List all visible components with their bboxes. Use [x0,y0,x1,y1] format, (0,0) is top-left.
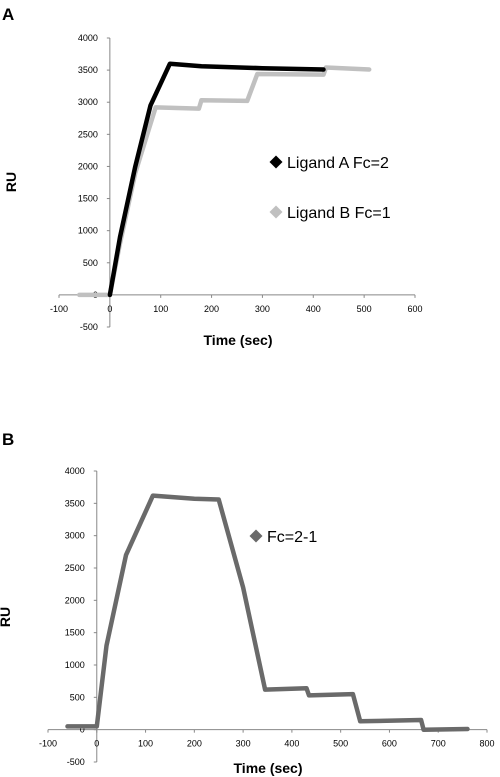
y-tick-label: 2500 [65,563,85,573]
x-tick-label: 600 [382,739,397,749]
x-tick-label: -100 [39,739,57,749]
x-tick-label: 300 [255,304,270,314]
y-tick-label: 4000 [65,466,85,476]
x-tick-label: 100 [138,739,153,749]
x-tick-label: 400 [284,739,299,749]
y-axis-title: RU [0,607,13,627]
y-tick-label: 2000 [78,161,98,171]
y-tick-label: 1500 [65,628,85,638]
x-tick-label: 700 [431,739,446,749]
x-tick-label: 300 [236,739,251,749]
y-tick-label: 3000 [65,531,85,541]
x-tick-label: 0 [107,304,112,314]
x-tick-label: 500 [357,304,372,314]
x-tick-label: 500 [333,739,348,749]
y-tick-label: 1000 [78,226,98,236]
y-tick-label: -500 [67,757,85,767]
legend-marker [269,205,283,219]
legend-label: Ligand B Fc=1 [287,205,391,222]
x-tick-label: 800 [479,739,494,749]
y-tick-label: 2500 [78,129,98,139]
y-axis-title: RU [3,172,19,192]
x-tick-label: 200 [187,739,202,749]
series-line-1 [65,493,470,732]
x-tick-label: 0 [94,739,99,749]
chart-panel-b: B40003500300025002000150010005000-500-10… [0,430,495,776]
legend-marker [269,155,283,169]
x-axis-title: Time (sec) [204,332,273,348]
y-tick-label: 3500 [65,498,85,508]
panel-label: A [2,5,14,24]
legend-marker [249,529,263,543]
series-line-1 [107,61,326,298]
y-tick-label: 500 [70,692,85,702]
series-line-2 [77,65,372,298]
y-tick-label: 4000 [78,33,98,43]
y-tick-label: 500 [83,258,98,268]
y-tick-label: 3500 [78,65,98,75]
legend-label: Fc=2-1 [267,529,317,546]
y-tick-label: 0 [80,725,85,735]
y-tick-label: 2000 [65,595,85,605]
chart-panel-a: A 4000 3500 3000 2500 2000 1500 1000 500 0 -500 -10… [2,5,423,348]
x-tick-label: 200 [204,304,219,314]
x-tick-label: 100 [153,304,168,314]
x-axis-title: Time (sec) [234,760,303,776]
x-tick-label: 400 [306,304,321,314]
x-tick-label: 600 [407,304,422,314]
y-tick-label: -500 [80,322,98,332]
y-tick-label: 1000 [65,660,85,670]
y-tick-label: 1500 [78,194,98,204]
x-tick-label: -100 [50,304,68,314]
y-tick-label: 3000 [78,97,98,107]
legend-label: Ligand A Fc=2 [287,155,389,172]
panel-label: B [2,430,14,449]
